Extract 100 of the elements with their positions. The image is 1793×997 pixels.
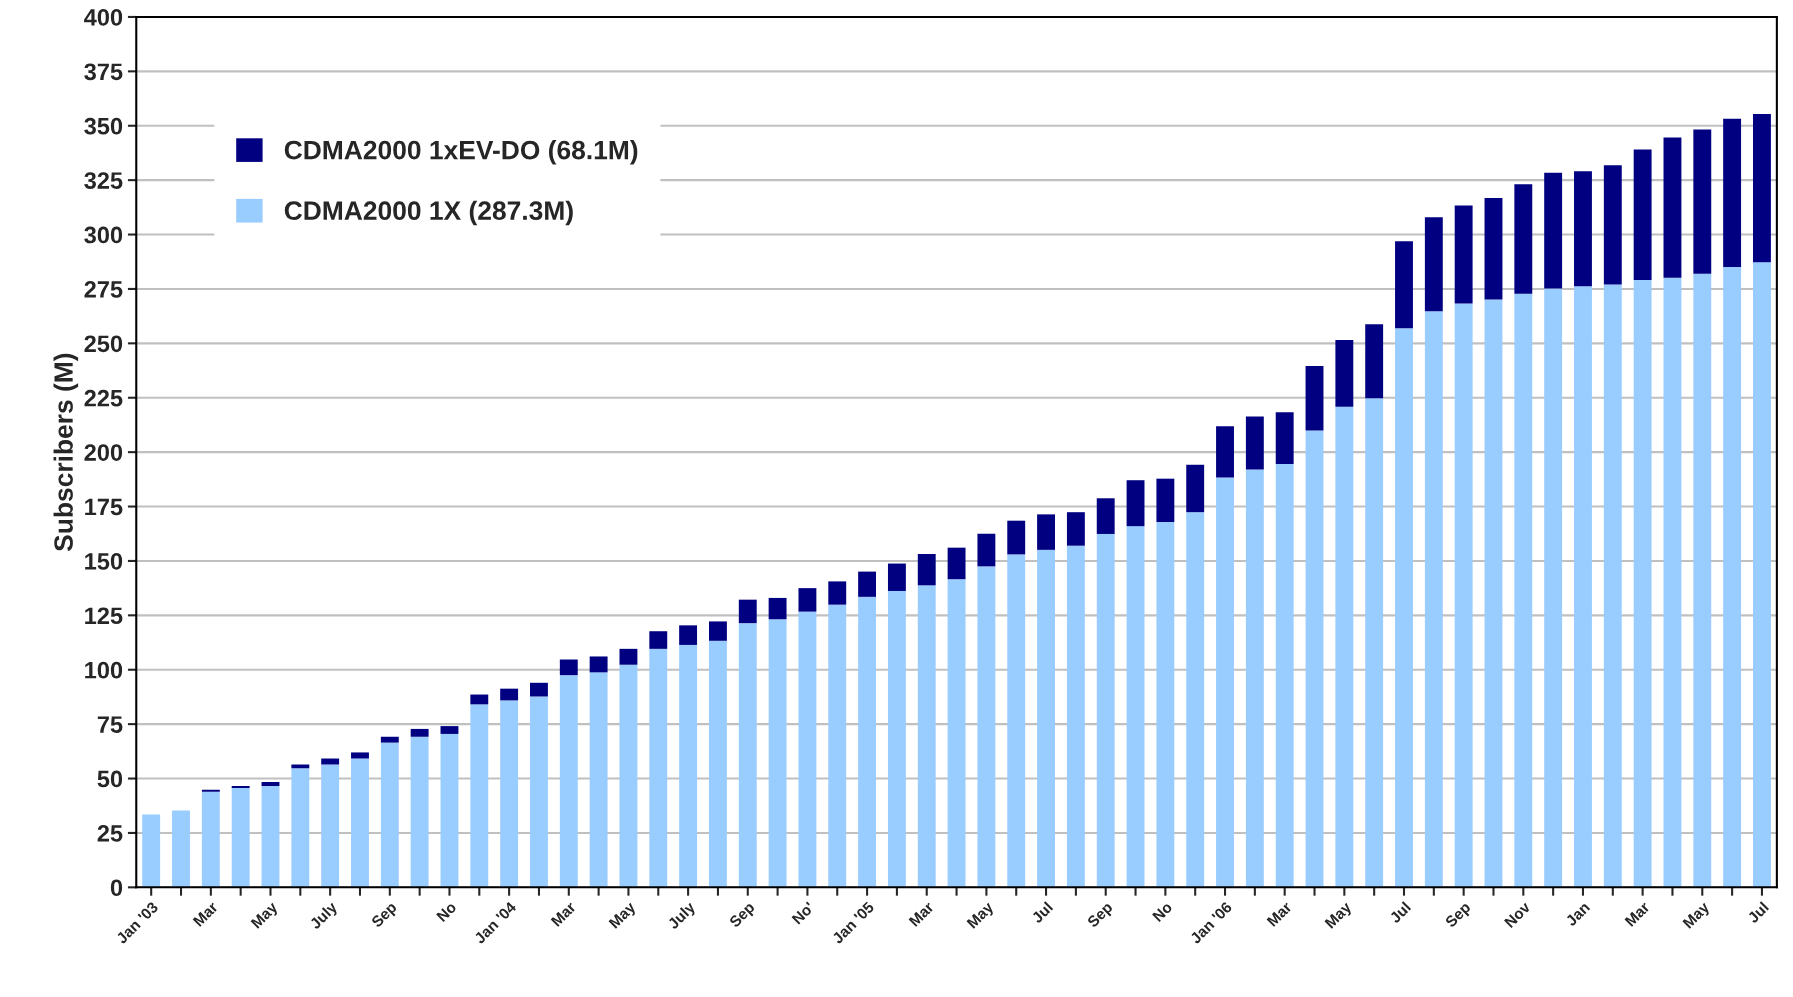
bar (917, 585, 936, 888)
bar (1454, 205, 1473, 304)
bar (649, 648, 668, 888)
bar (1126, 526, 1145, 888)
bar (1186, 512, 1205, 888)
bar (410, 736, 429, 888)
bar (530, 682, 548, 697)
bar (1245, 416, 1264, 470)
bar (470, 694, 489, 705)
bar (947, 579, 966, 888)
bar (172, 810, 190, 888)
bar (619, 664, 638, 888)
bar (619, 648, 638, 665)
x-tick-label: No (1152, 901, 1173, 923)
bar (261, 785, 280, 888)
bar (768, 619, 787, 888)
bar (798, 611, 817, 888)
x-tick-label: Jan (1564, 901, 1591, 927)
bar (1603, 284, 1622, 888)
bar (1693, 273, 1712, 888)
y-tick-label: 375 (84, 63, 123, 81)
bar (708, 621, 727, 641)
bar (1037, 514, 1055, 550)
bar (291, 764, 310, 769)
y-tick-label: 125 (85, 607, 123, 625)
bar (1514, 293, 1533, 888)
y-tick-label: 350 (84, 117, 123, 135)
bar (1424, 217, 1443, 312)
bar (1663, 137, 1682, 278)
y-tick-label: 150 (85, 553, 123, 570)
y-tick-label: 275 (84, 281, 123, 298)
bar (1633, 280, 1652, 888)
bar (887, 590, 906, 888)
bar (858, 571, 877, 597)
bar (917, 553, 936, 586)
bar (201, 791, 220, 888)
bar (589, 656, 608, 673)
x-tick-label: No (436, 901, 457, 923)
y-tick-label: 50 (97, 770, 123, 788)
bar (1096, 498, 1115, 534)
bar (142, 814, 161, 888)
y-tick-label: 25 (97, 825, 123, 842)
bar (887, 563, 906, 591)
bar (1365, 324, 1384, 399)
bar (380, 742, 399, 888)
bar (1216, 477, 1234, 888)
bar (1663, 277, 1682, 888)
bar (1037, 549, 1055, 888)
bar (858, 596, 877, 888)
x-tick-label: Sep (370, 901, 400, 931)
bar (798, 588, 817, 612)
bar (1395, 241, 1413, 329)
bar (1574, 286, 1592, 888)
bar (1335, 340, 1354, 407)
x-tick-label: Mar (192, 901, 219, 927)
y-tick-label: 75 (97, 716, 123, 733)
bar (679, 644, 698, 888)
bar (1603, 165, 1622, 285)
bar (828, 581, 847, 605)
bar (1454, 303, 1473, 888)
bar (1066, 545, 1085, 888)
x-tick-label: Mar (1624, 901, 1651, 927)
x-tick-label: Nov (1504, 900, 1532, 929)
bar (559, 659, 578, 676)
bar (500, 688, 519, 701)
bar (440, 726, 459, 734)
y-tick-label: 200 (84, 444, 123, 461)
bar (231, 787, 250, 888)
bar (738, 599, 757, 624)
bar (291, 768, 310, 888)
legend-label: CDMA2000 1X (287.3M) (284, 200, 573, 226)
x-tick-label: Jan '05 (831, 901, 875, 945)
x-tick-label: Sep (1444, 901, 1474, 931)
bar (500, 700, 519, 888)
bar (1633, 149, 1652, 281)
bar (1275, 412, 1294, 464)
y-tick-label: 175 (85, 498, 123, 516)
y-tick-label: 250 (84, 335, 123, 353)
bar (1126, 480, 1145, 527)
bar (1275, 463, 1294, 888)
x-tick-label: No' (791, 901, 815, 925)
bar (1305, 365, 1324, 431)
bar (649, 631, 668, 649)
bar (321, 764, 340, 888)
bar (1693, 129, 1712, 274)
bar (1186, 464, 1205, 513)
bar (1245, 469, 1264, 888)
x-tick-label: Jan '03 (115, 901, 159, 945)
x-tick-label: Jan '04 (473, 900, 518, 945)
bar (1753, 114, 1771, 263)
bar (977, 533, 996, 567)
bar (380, 736, 399, 743)
bar (708, 640, 727, 888)
bar (410, 728, 429, 737)
x-tick-label: Jan '06 (1189, 901, 1233, 945)
bar (1365, 398, 1384, 888)
bar (1514, 184, 1533, 294)
bar (1096, 533, 1115, 888)
bar (1424, 311, 1443, 888)
bar (351, 758, 369, 888)
